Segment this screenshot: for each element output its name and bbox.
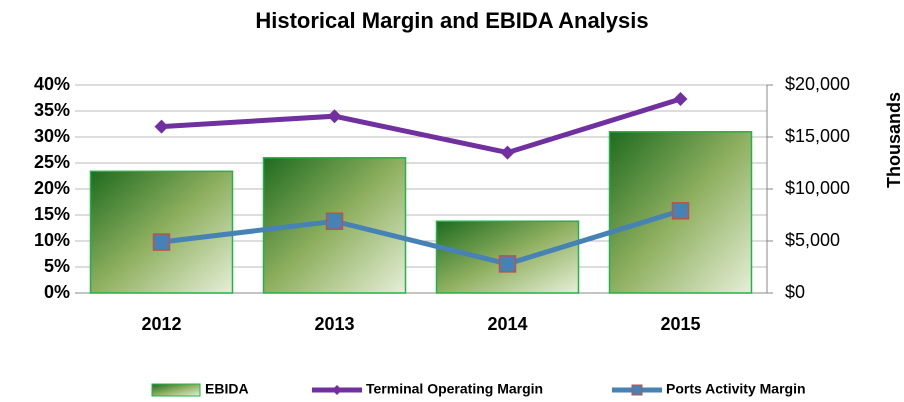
line <box>161 208 682 267</box>
chart-title: Historical Margin and EBIDA Analysis <box>255 8 648 33</box>
y-tick-label: 5% <box>44 256 70 276</box>
marker <box>498 255 517 273</box>
y2-tick-label: $15,000 <box>785 126 850 146</box>
y2-tick-label: $20,000 <box>785 74 850 94</box>
line <box>161 96 682 156</box>
y-tick-label: 20% <box>34 178 70 198</box>
marker <box>327 109 342 124</box>
y-tick-label: 25% <box>34 152 70 172</box>
marker <box>325 212 344 230</box>
y-tick-label: 30% <box>34 126 70 146</box>
x-tick-label: 2015 <box>660 314 700 334</box>
x-tick-label: 2012 <box>141 314 181 334</box>
marker <box>671 202 690 220</box>
y-tick-label: 10% <box>34 230 70 250</box>
y2-tick-label: $5,000 <box>785 230 840 250</box>
y-tick-label: 15% <box>34 204 70 224</box>
legend-marker <box>332 385 342 395</box>
legend-label: Terminal Operating Margin <box>366 381 543 397</box>
legend-label: EBIDA <box>205 381 249 397</box>
legend-label: Ports Activity Margin <box>666 381 806 397</box>
y2-tick-label: $10,000 <box>785 178 850 198</box>
x-tick-label: 2013 <box>314 314 354 334</box>
marker <box>154 119 169 134</box>
marker <box>673 92 688 107</box>
y-tick-label: 0% <box>44 282 70 302</box>
marker <box>500 145 515 160</box>
y2-axis-title: Thousands <box>884 92 904 188</box>
bar <box>89 170 234 294</box>
x-tick-label: 2014 <box>487 314 527 334</box>
y-tick-label: 35% <box>34 100 70 120</box>
legend-swatch <box>151 383 201 397</box>
legend-marker <box>631 384 643 396</box>
marker <box>152 233 171 251</box>
y2-tick-label: $0 <box>785 282 805 302</box>
y-tick-label: 40% <box>34 74 70 94</box>
